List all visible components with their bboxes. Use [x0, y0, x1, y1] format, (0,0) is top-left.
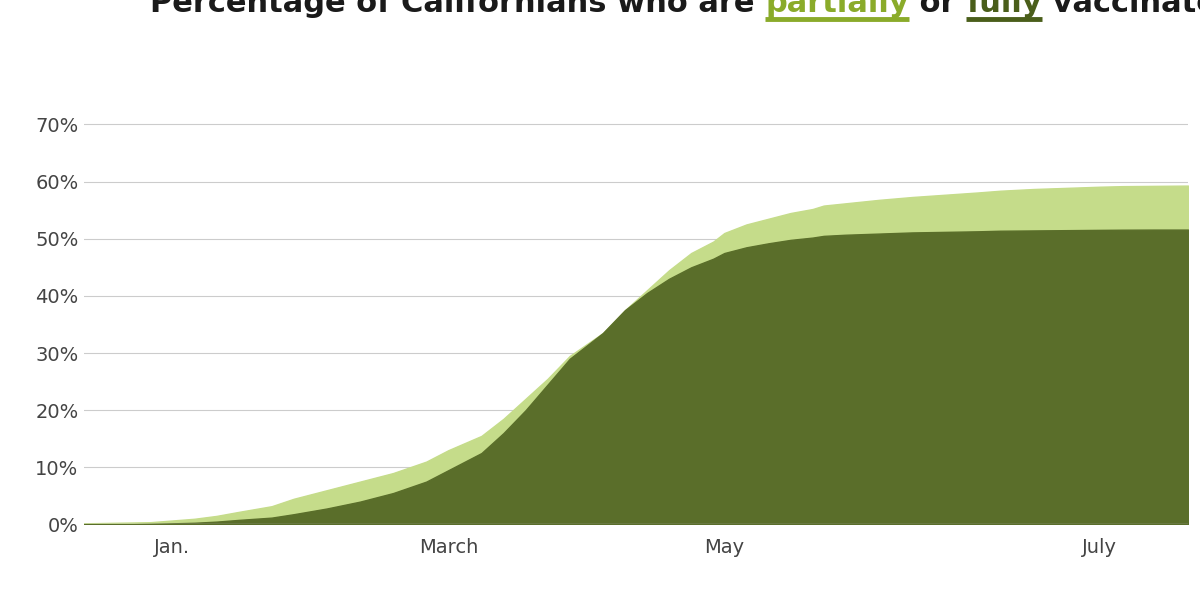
Text: partially: partially — [766, 0, 908, 18]
Text: fully: fully — [966, 0, 1042, 18]
Text: vaccinated: vaccinated — [1042, 0, 1200, 18]
Text: or: or — [908, 0, 966, 18]
Text: Percentage of Californians who are: Percentage of Californians who are — [150, 0, 766, 18]
